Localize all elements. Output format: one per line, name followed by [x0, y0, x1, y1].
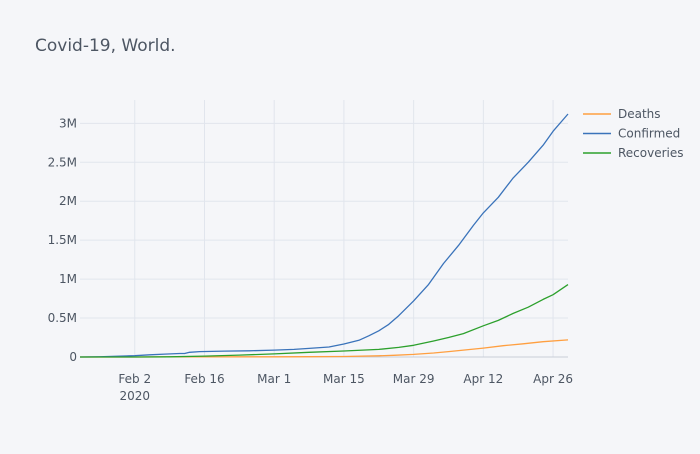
legend-label: Deaths: [618, 107, 661, 121]
legend-item-recoveries[interactable]: Recoveries: [583, 146, 684, 160]
chart-title: Covid-19, World.: [35, 36, 176, 56]
series-line-deaths: [80, 339, 569, 358]
x-tick-label: Mar 29: [393, 372, 435, 386]
y-tick-label: 3M: [59, 116, 77, 130]
y-tick-label: 2.5M: [48, 155, 77, 169]
legend[interactable]: Deaths Confirmed Recoveries: [583, 107, 684, 160]
y-tick-label: 1.5M: [48, 233, 77, 247]
x-tick-label: Mar 15: [323, 372, 365, 386]
x-tick-label: Feb 16: [184, 372, 224, 386]
x-tick-label: Mar 1: [257, 372, 291, 386]
y-axis: 0 0.5M 1M 1.5M 2M 2.5M 3M: [48, 116, 77, 364]
legend-item-confirmed[interactable]: Confirmed: [583, 127, 680, 141]
x-axis: Feb 2 2020 Feb 16 Mar 1 Mar 15 Mar 29 Apr 12 Ap…: [118, 372, 573, 403]
legend-label: Confirmed: [618, 127, 680, 141]
legend-item-deaths[interactable]: Deaths: [583, 107, 661, 121]
series-line-confirmed: [79, 113, 569, 358]
x-tick-label: Feb 2: [118, 372, 151, 386]
series-line-recoveries: [80, 284, 569, 358]
y-tick-label: 2M: [59, 194, 77, 208]
x-tick-label: Apr 12: [463, 372, 503, 386]
y-tick-label: 0.5M: [48, 311, 77, 325]
x-tick-label: Apr 26: [533, 372, 573, 386]
x-tick-sublabel: 2020: [120, 389, 151, 403]
y-tick-label: 1M: [59, 272, 77, 286]
series-lines: [79, 113, 569, 358]
legend-label: Recoveries: [618, 146, 684, 160]
y-tick-label: 0: [69, 350, 77, 364]
